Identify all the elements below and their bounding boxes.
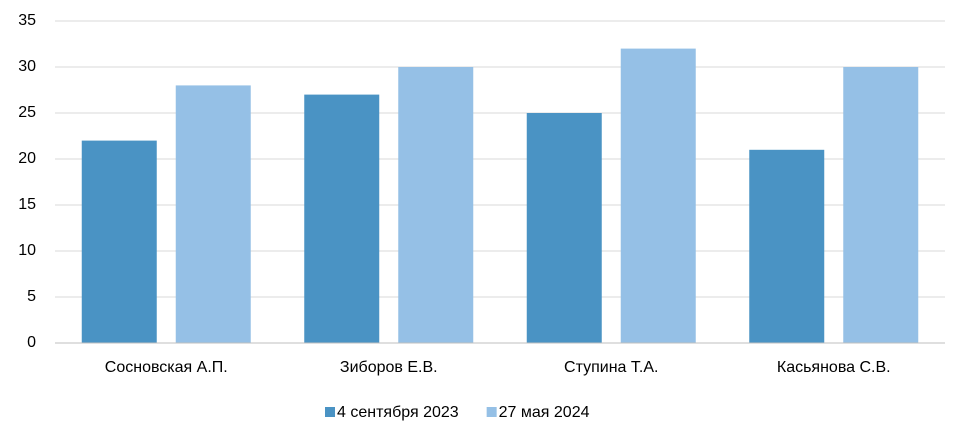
x-tick-label: Зиборов Е.В. — [340, 359, 438, 376]
y-tick-label: 20 — [18, 150, 36, 167]
bar — [175, 85, 251, 344]
bar — [304, 94, 380, 343]
y-tick-label: 35 — [18, 12, 36, 29]
bar — [620, 48, 696, 343]
legend-label: 27 мая 2024 — [499, 404, 590, 421]
bar — [398, 67, 474, 343]
legend-swatch — [486, 407, 497, 417]
bar — [81, 140, 157, 343]
bar — [843, 67, 919, 343]
y-tick-label: 30 — [18, 58, 36, 75]
x-tick-label: Касьянова С.В. — [777, 359, 891, 376]
y-tick-label: 25 — [18, 104, 36, 121]
y-tick-label: 15 — [18, 196, 36, 213]
x-tick-label: Сосновская А.П. — [105, 359, 228, 376]
legend-label: 4 сентября 2023 — [337, 404, 459, 421]
y-tick-label: 10 — [18, 242, 36, 259]
bar — [749, 149, 825, 343]
y-tick-label: 0 — [27, 334, 36, 351]
x-tick-label: Ступина Т.А. — [564, 359, 658, 376]
y-tick-label: 5 — [27, 288, 36, 305]
legend-swatch — [325, 407, 335, 417]
bar — [526, 113, 602, 343]
